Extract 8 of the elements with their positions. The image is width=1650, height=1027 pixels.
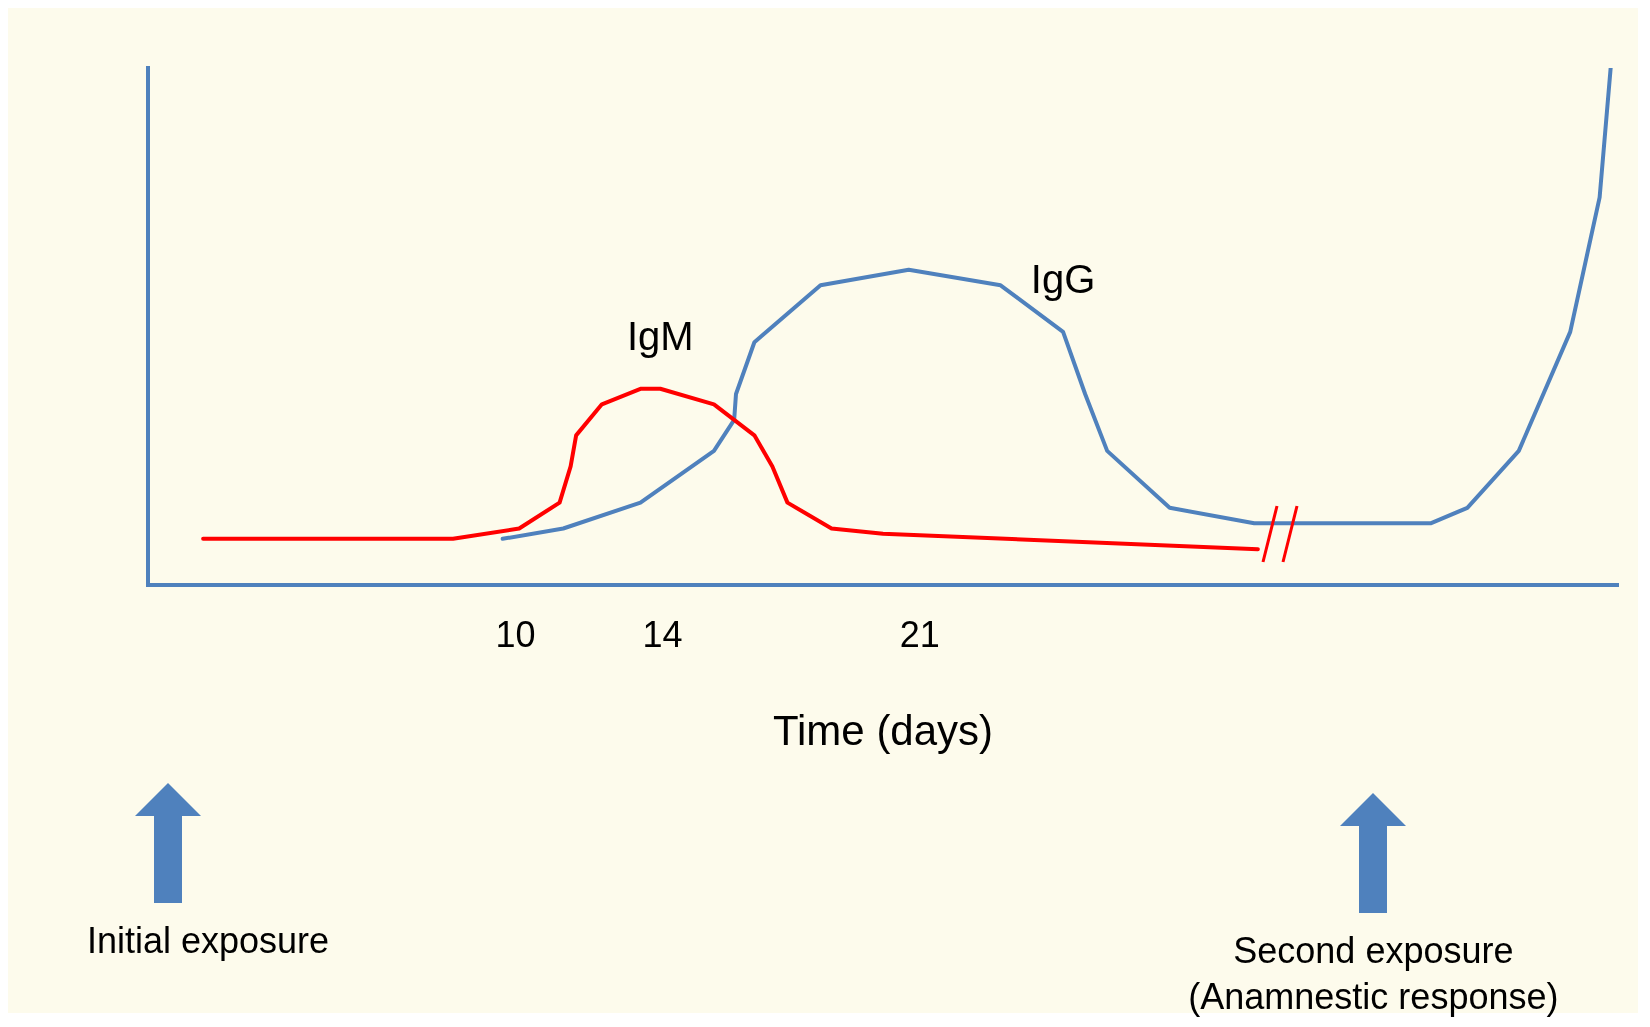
text: Second exposure (Anamnestic response)	[1187, 929, 1560, 1019]
x-axis-title: Time (days)	[772, 707, 994, 755]
x-tick-label: 21	[899, 613, 940, 655]
series-label: IgM	[626, 313, 694, 358]
x-tick-label: 14	[642, 613, 683, 655]
series-label: IgG	[1030, 256, 1096, 301]
text: Initial exposure	[85, 919, 331, 963]
x-tick-label: 10	[495, 613, 536, 655]
